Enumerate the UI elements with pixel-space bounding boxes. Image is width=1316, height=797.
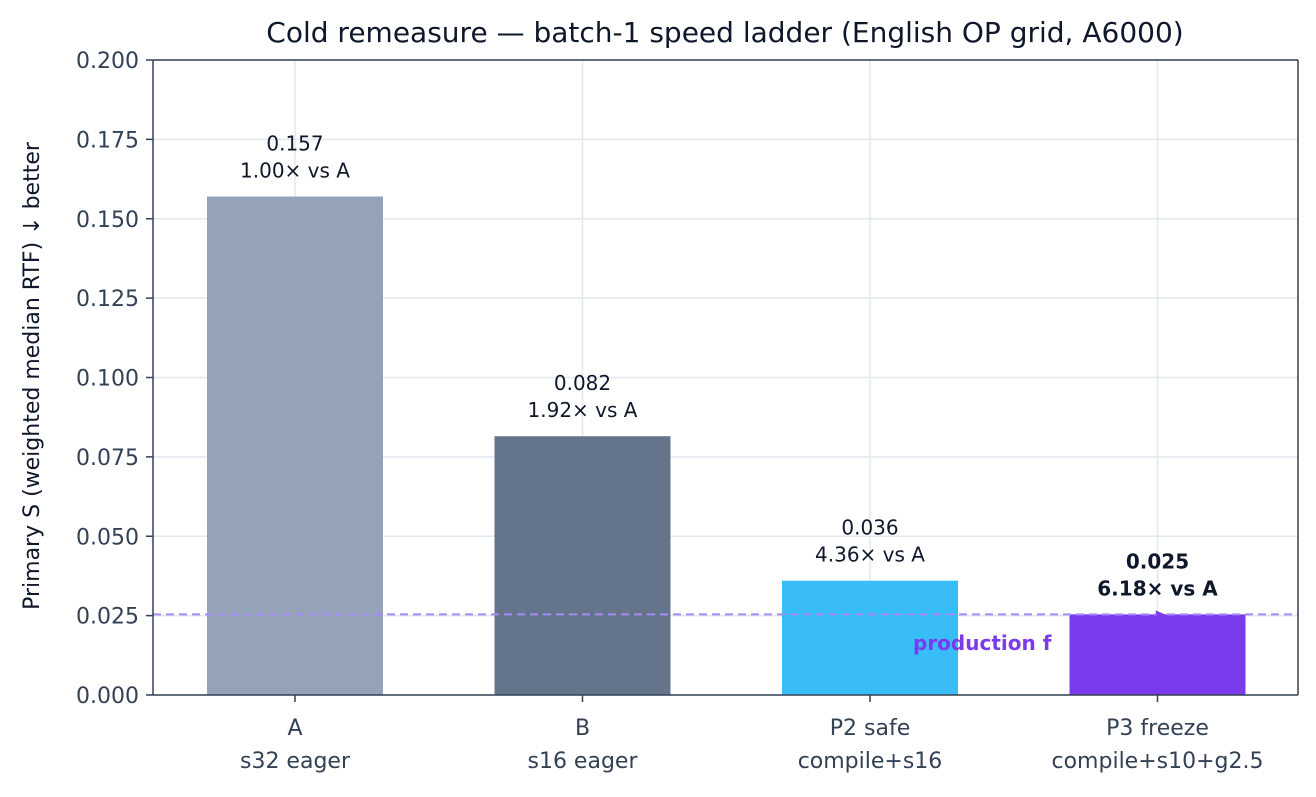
x-tick-label: P2 safe <box>830 716 910 741</box>
y-tick-label: 0.125 <box>76 287 139 312</box>
y-tick-label: 0.150 <box>76 208 139 233</box>
axes-layer: 0.000 0.025 0.050 0.075 0.100 0.125 0.150 0.175… <box>76 49 1299 774</box>
speedup-label: 1.00× vs A <box>240 159 350 183</box>
speedup-label: 1.92× vs A <box>528 398 638 422</box>
y-tick-label: 0.175 <box>76 128 139 153</box>
x-tick-label: A <box>287 716 302 741</box>
value-label: 0.036 <box>841 516 898 540</box>
annotation-label: production f <box>913 631 1052 655</box>
value-label: 0.025 <box>1126 549 1189 573</box>
y-tick-label: 0.075 <box>76 446 139 471</box>
y-tick-label: 0.000 <box>76 684 139 709</box>
y-axis-label: Primary S (weighted median RTF) ↓ better <box>20 141 45 610</box>
annotation-arrow-head <box>1155 610 1170 622</box>
labels-layer: production f 0.157 1.00× vs A 0.082 1.92× vs… <box>240 132 1218 655</box>
value-label: 0.157 <box>266 132 323 156</box>
bar-p3-freeze <box>1069 614 1246 695</box>
x-tick-sublabel: s32 eager <box>240 749 351 774</box>
bar-p2-safe <box>782 580 958 695</box>
bars-layer <box>207 196 1246 695</box>
y-tick-label: 0.025 <box>76 605 139 630</box>
value-label: 0.082 <box>554 371 611 395</box>
y-tick-label: 0.100 <box>76 367 139 392</box>
reference-layer <box>153 610 1298 622</box>
x-tick-sublabel: s16 eager <box>527 749 638 774</box>
x-tick-label: B <box>575 716 590 741</box>
x-tick-sublabel: compile+s10+g2.5 <box>1052 749 1264 774</box>
speedup-label: 4.36× vs A <box>815 543 925 567</box>
x-tick-label: P3 freeze <box>1106 716 1209 741</box>
bar-b <box>494 436 671 695</box>
y-tick-label: 0.050 <box>76 525 139 550</box>
x-tick-sublabel: compile+s16 <box>798 749 943 774</box>
y-tick-label: 0.200 <box>76 49 139 74</box>
speedup-label: 6.18× vs A <box>1097 576 1218 600</box>
bar-a <box>207 196 383 695</box>
chart-title: Cold remeasure — batch-1 speed ladder (E… <box>266 16 1183 49</box>
